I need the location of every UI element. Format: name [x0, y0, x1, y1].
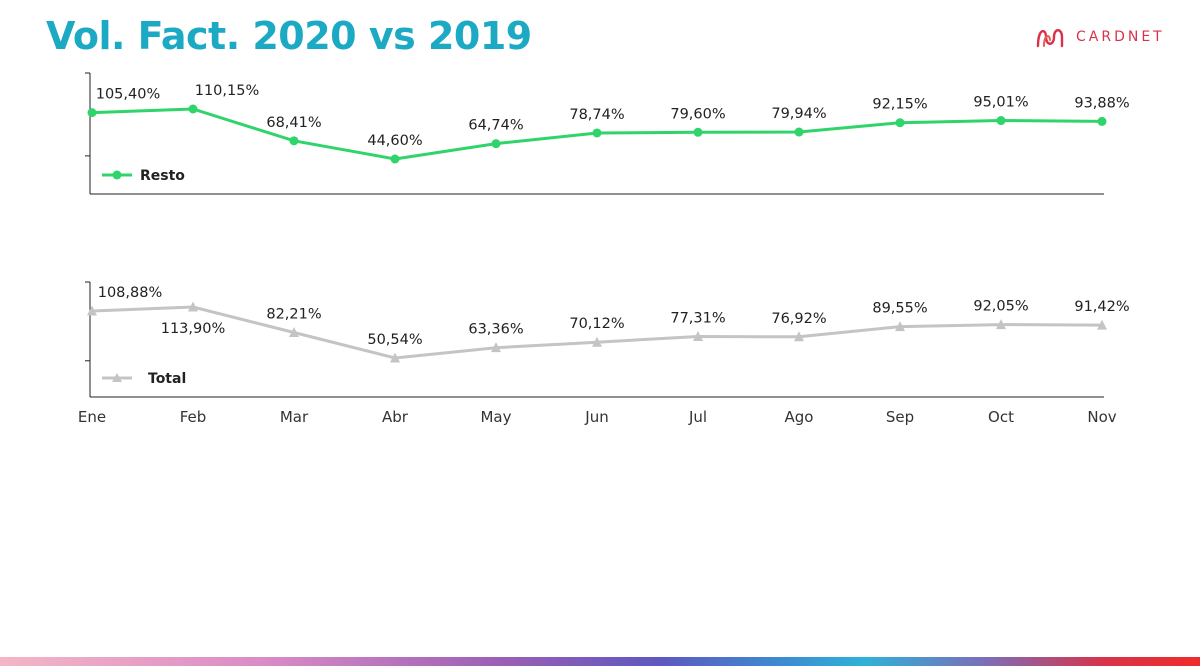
data-point — [289, 327, 299, 338]
x-tick-label: Ago — [785, 408, 814, 426]
legend-marker — [112, 373, 122, 382]
data-point — [592, 128, 602, 138]
data-point — [794, 331, 804, 342]
page-title: Vol. Fact. 2020 vs 2019 — [46, 14, 532, 58]
data-point — [188, 301, 198, 312]
data-label: 89,55% — [872, 301, 927, 317]
data-label: 68,41% — [266, 115, 321, 131]
cardnet-logo: CARDNET — [1036, 22, 1165, 52]
data-point — [693, 330, 703, 341]
data-point — [491, 342, 501, 353]
data-label: 91,42% — [1074, 299, 1129, 315]
data-point — [996, 116, 1006, 126]
data-label: 105,40% — [96, 87, 161, 103]
data-label: 92,05% — [973, 299, 1028, 315]
data-label: 76,92% — [771, 311, 826, 327]
series-line-total — [91, 305, 1103, 360]
x-tick-label: Jun — [584, 408, 608, 426]
data-point — [87, 108, 97, 118]
data-label: 50,54% — [367, 332, 422, 348]
data-point — [592, 336, 602, 347]
data-point — [794, 127, 804, 137]
data-point — [87, 305, 97, 316]
data-point — [188, 104, 198, 114]
cardnet-logo-icon — [1036, 29, 1064, 48]
x-tick-label: Ene — [78, 408, 106, 426]
data-label: 108,88% — [98, 285, 163, 301]
x-tick-label: Nov — [1087, 408, 1116, 426]
x-tick-label: Sep — [886, 408, 914, 426]
logo-text: CARDNET — [1076, 29, 1165, 45]
data-point — [289, 136, 299, 146]
x-tick-label: May — [480, 408, 511, 426]
data-label: 63,36% — [468, 322, 523, 338]
data-label: 113,90% — [161, 321, 226, 337]
data-point — [996, 319, 1006, 330]
data-point — [895, 321, 905, 332]
legend-marker — [112, 170, 122, 180]
data-label: 64,74% — [468, 118, 523, 134]
data-label: 110,15% — [195, 83, 260, 99]
data-label: 93,88% — [1074, 95, 1129, 111]
x-tick-label: Abr — [382, 408, 409, 426]
data-label: 82,21% — [266, 307, 321, 323]
data-point — [1097, 116, 1107, 126]
data-label: 95,01% — [973, 95, 1028, 111]
data-label: 77,31% — [670, 310, 725, 326]
legend-label: Total — [148, 371, 186, 387]
data-point — [390, 352, 400, 363]
data-label: 79,94% — [771, 106, 826, 122]
data-point — [1097, 319, 1107, 330]
data-label: 70,12% — [569, 316, 624, 332]
data-label: 79,60% — [670, 106, 725, 122]
x-tick-label: Jul — [688, 408, 707, 426]
data-point — [390, 154, 400, 164]
legend-label: Resto — [140, 168, 185, 184]
x-tick-label: Oct — [988, 408, 1014, 426]
data-label: 78,74% — [569, 107, 624, 123]
data-point — [693, 127, 703, 137]
data-label: 92,15% — [872, 97, 927, 113]
data-point — [895, 118, 905, 128]
data-point — [491, 139, 501, 149]
data-label: 44,60% — [367, 133, 422, 149]
x-tick-label: Feb — [180, 408, 207, 426]
footer-gradient-bar — [0, 657, 1200, 666]
x-tick-label: Mar — [280, 408, 309, 426]
